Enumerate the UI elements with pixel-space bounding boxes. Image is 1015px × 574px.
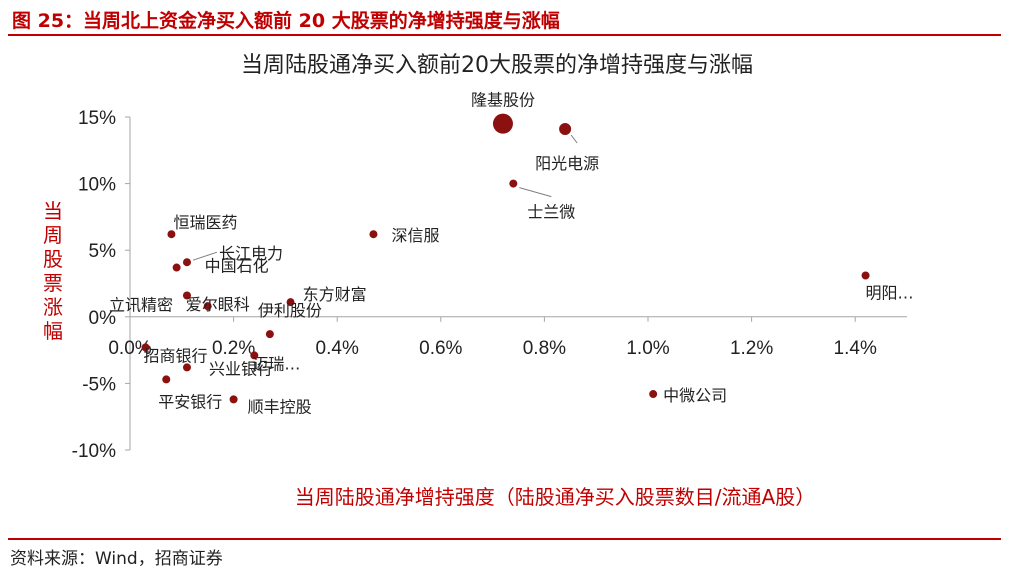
- y-tick-label: 5%: [89, 241, 117, 262]
- axes: 15% 10% 5% 0% -5% -10% 0.0% 0.2% 0.4% 0.6% 0.8% 1.0…: [72, 108, 907, 462]
- point-label: 东方财富: [303, 285, 367, 304]
- callout-line: [192, 251, 218, 261]
- point-label: 明阳…: [866, 284, 914, 303]
- point-label: 兴业银行: [209, 359, 273, 378]
- point-label: 伊利股份: [258, 301, 322, 320]
- data-point: [649, 390, 658, 399]
- data-point: [492, 113, 513, 134]
- data-point: [250, 351, 259, 360]
- y-axis-label-char: 当: [43, 199, 63, 223]
- y-axis-label-char: 幅: [43, 319, 63, 343]
- x-tick-label: 1.0%: [626, 338, 669, 359]
- point-label: 爱尔眼科: [186, 295, 250, 314]
- point-label: 隆基股份: [471, 91, 535, 110]
- x-tick-label: 0.2%: [212, 338, 255, 359]
- callout-line: [570, 134, 578, 144]
- x-tick-label: 0.8%: [523, 338, 566, 359]
- y-axis-label-char: 票: [43, 271, 63, 295]
- callout-line: [519, 187, 552, 198]
- callout-lines: [192, 134, 578, 261]
- point-label: 招商银行: [144, 346, 208, 365]
- point-label: 深信服: [391, 226, 439, 245]
- y-tick-label: -10%: [72, 441, 116, 462]
- data-point: [861, 271, 870, 280]
- x-tick-label: 0.4%: [316, 338, 359, 359]
- x-tick-label: 0.0%: [108, 338, 151, 359]
- y-tick-label: -5%: [82, 374, 116, 395]
- y-tick-label: 15%: [78, 108, 116, 129]
- point-label: 长江电力: [219, 244, 283, 263]
- footer-rule: [8, 538, 1001, 540]
- chart-title: 当周陆股通净买入额前20大股票的净增持强度与涨幅: [241, 53, 753, 78]
- y-axis-label-char: 涨: [43, 295, 63, 319]
- point-label: 迈瑞…: [252, 354, 300, 373]
- data-point: [203, 302, 212, 311]
- data-point: [369, 230, 378, 239]
- title-rule: [8, 34, 1001, 36]
- figure-title: 图 25：当周北上资金净买入额前 20 大股票的净增持强度与涨幅: [12, 10, 560, 32]
- point-label: 中国石化: [205, 257, 269, 276]
- point-label: 中微公司: [663, 386, 727, 405]
- y-tick-label: 10%: [78, 175, 116, 196]
- data-point: [509, 179, 518, 188]
- x-axis-label: 当周陆股通净增持强度（陆股通净买入股票数目/流通A股）: [295, 485, 815, 509]
- data-point: [265, 330, 274, 339]
- data-point: [182, 258, 191, 267]
- y-axis-label-char: 股: [43, 247, 63, 271]
- point-label: 恒瑞医药: [173, 213, 237, 232]
- point-label: 士兰微: [527, 203, 575, 222]
- data-point: [162, 375, 171, 384]
- point-label: 顺丰控股: [248, 397, 312, 416]
- y-axis-label: 当周股票涨幅: [43, 199, 63, 343]
- x-tick-label: 1.4%: [834, 338, 877, 359]
- data-point: [182, 363, 191, 372]
- data-point: [229, 395, 238, 404]
- point-label: 阳光电源: [535, 154, 599, 173]
- data-point: [559, 122, 572, 135]
- data-point: [167, 230, 176, 239]
- point-label: 平安银行: [158, 392, 222, 411]
- point-label: 立讯精密: [109, 295, 173, 314]
- source-note: 资料来源：Wind，招商证券: [10, 549, 223, 569]
- data-point: [141, 343, 150, 352]
- y-axis-label-char: 周: [43, 223, 63, 247]
- x-tick-label: 0.6%: [419, 338, 462, 359]
- x-tick-label: 1.2%: [730, 338, 773, 359]
- data-points: [141, 113, 870, 404]
- data-point: [182, 291, 191, 300]
- data-point: [172, 263, 181, 272]
- data-point: [286, 298, 295, 307]
- y-tick-label: 0%: [89, 308, 117, 329]
